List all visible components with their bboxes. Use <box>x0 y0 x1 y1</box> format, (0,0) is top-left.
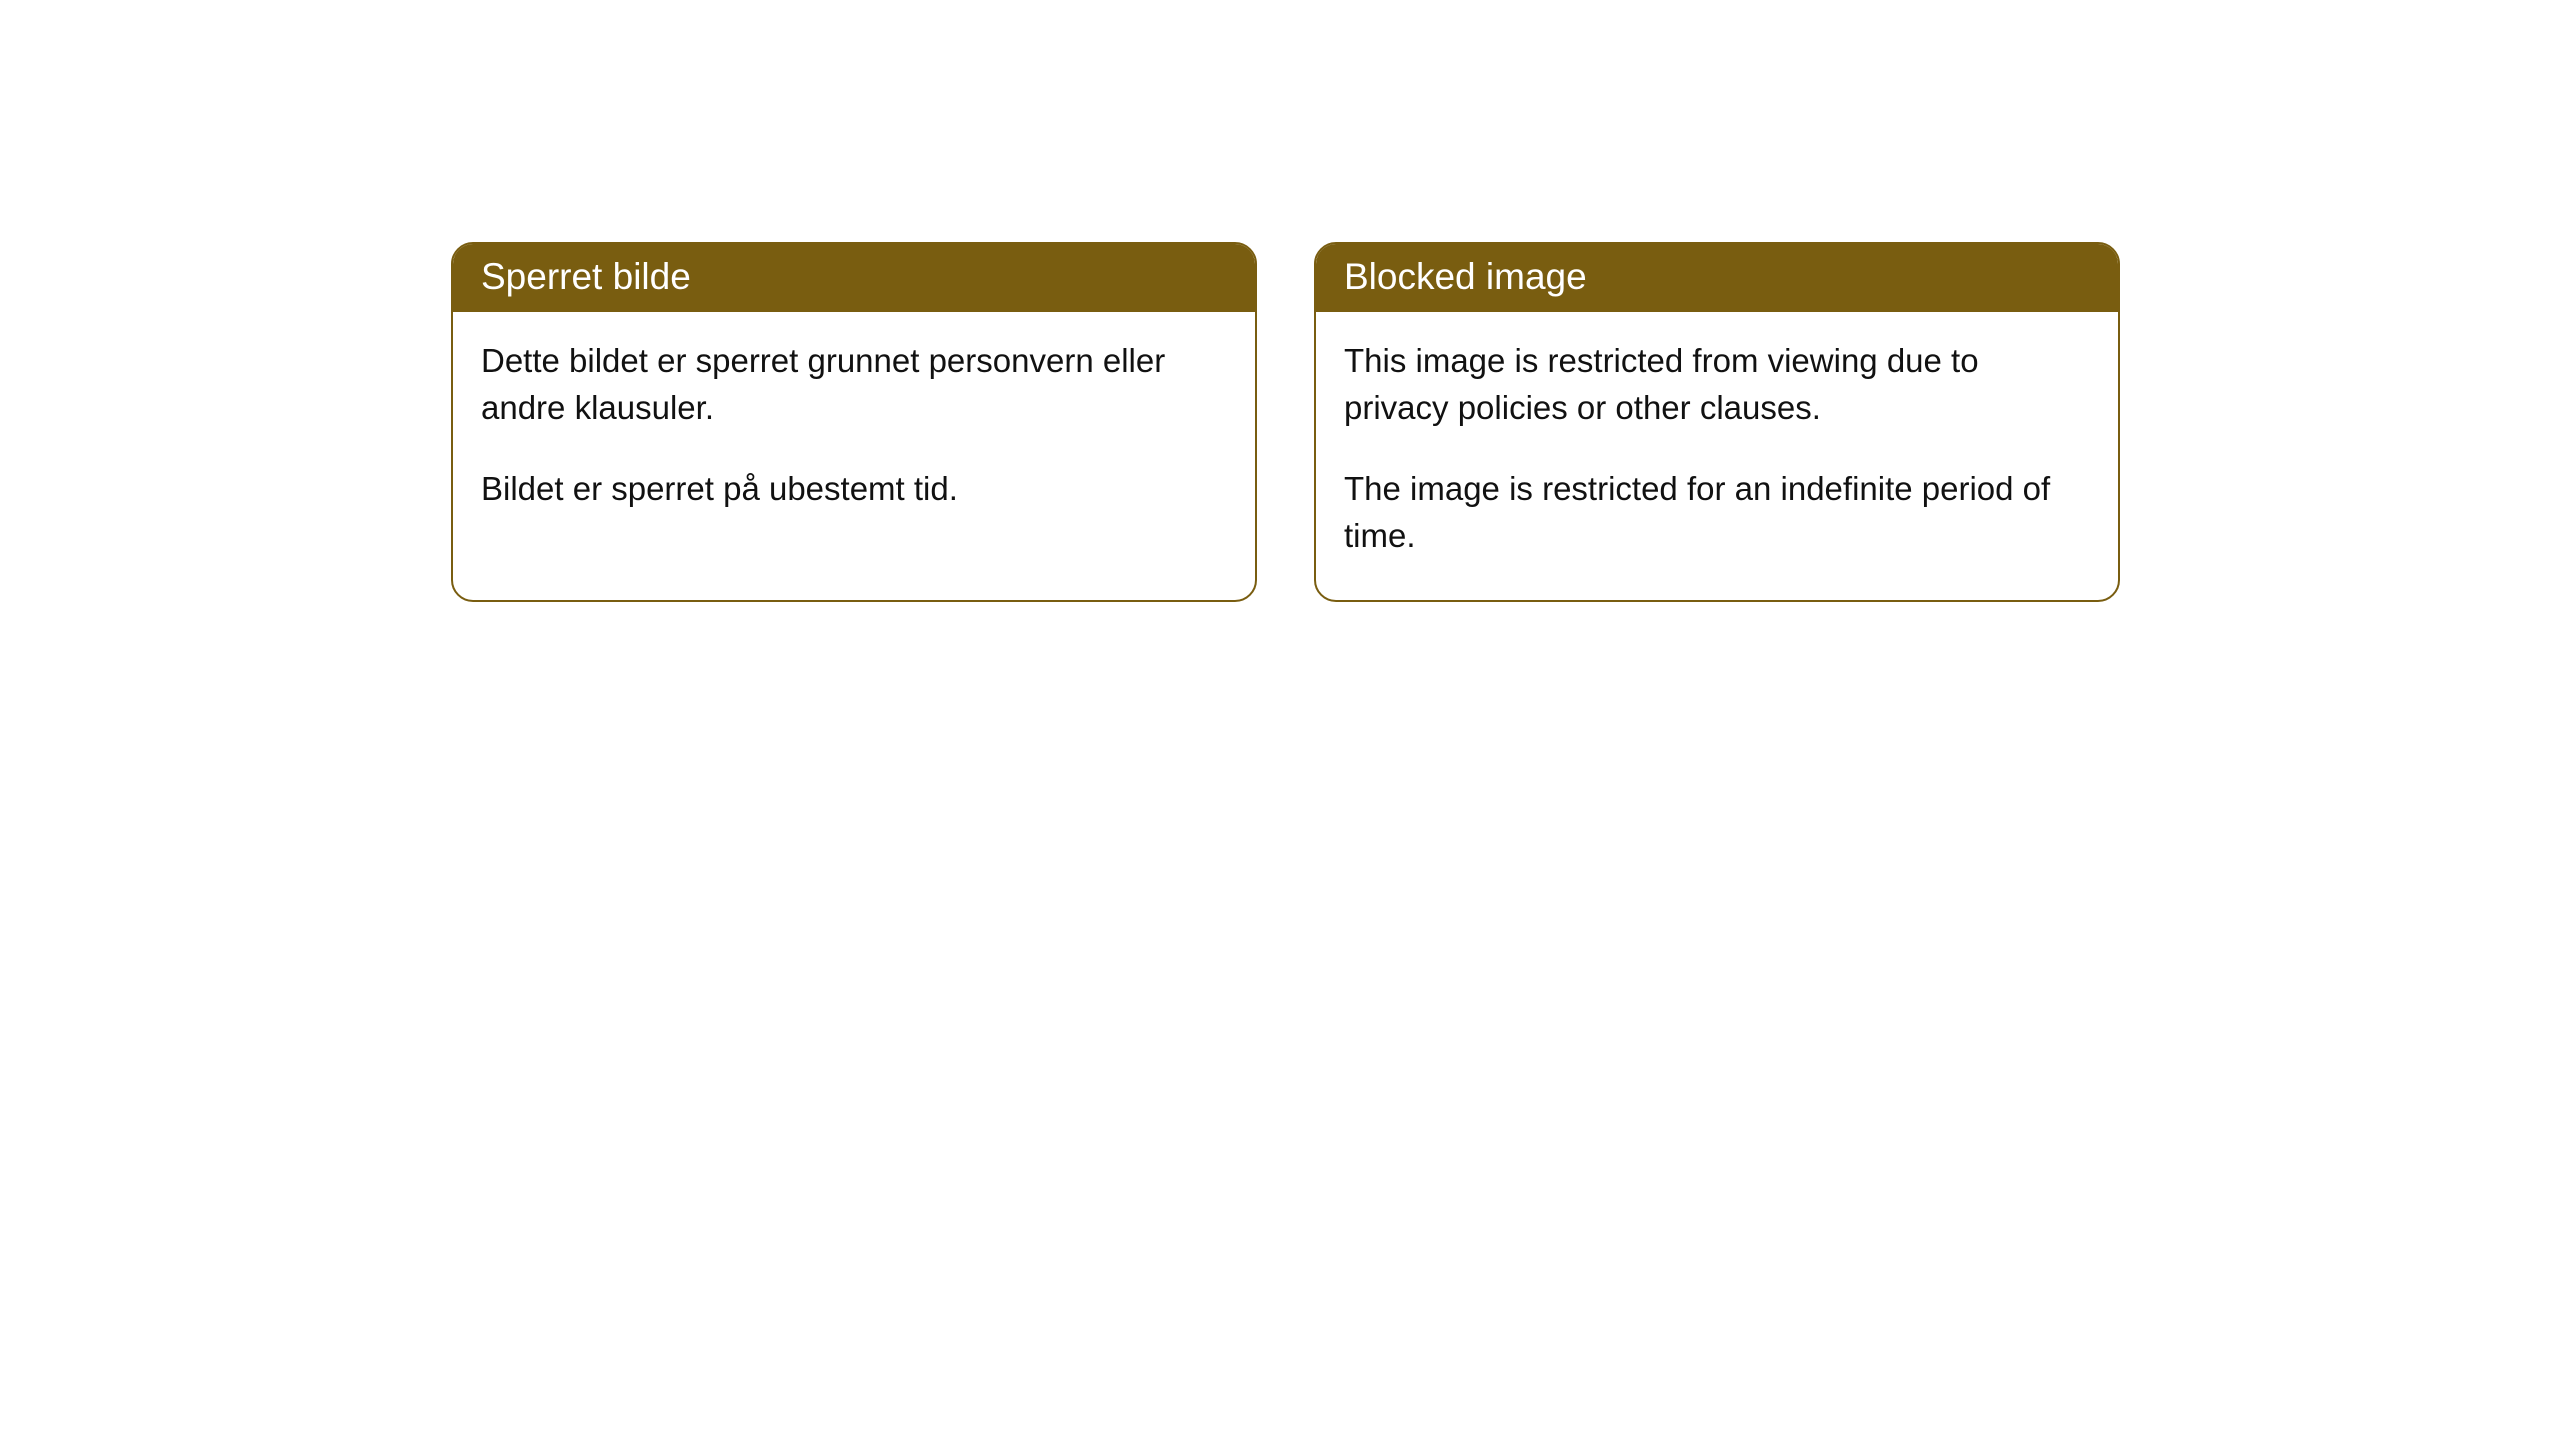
notice-card-norwegian: Sperret bilde Dette bildet er sperret gr… <box>451 242 1257 602</box>
card-body: This image is restricted from viewing du… <box>1316 312 2118 599</box>
notice-paragraph: The image is restricted for an indefinit… <box>1344 466 2090 560</box>
notice-paragraph: This image is restricted from viewing du… <box>1344 338 2090 432</box>
card-header: Blocked image <box>1316 244 2118 312</box>
notice-paragraph: Bildet er sperret på ubestemt tid. <box>481 466 1227 513</box>
card-body: Dette bildet er sperret grunnet personve… <box>453 312 1255 553</box>
card-container: Sperret bilde Dette bildet er sperret gr… <box>451 242 2120 602</box>
notice-card-english: Blocked image This image is restricted f… <box>1314 242 2120 602</box>
card-header: Sperret bilde <box>453 244 1255 312</box>
notice-paragraph: Dette bildet er sperret grunnet personve… <box>481 338 1227 432</box>
